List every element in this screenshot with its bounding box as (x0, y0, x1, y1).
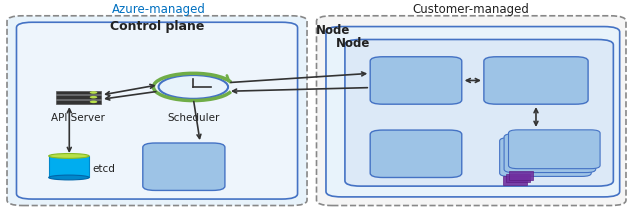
Bar (56, 91, 101, 94)
Text: Container
runtime: Container runtime (510, 70, 561, 91)
FancyBboxPatch shape (499, 138, 591, 176)
FancyBboxPatch shape (508, 130, 600, 169)
Circle shape (90, 96, 97, 99)
Text: Customer-managed: Customer-managed (413, 3, 530, 16)
Text: API Server: API Server (51, 113, 105, 123)
FancyBboxPatch shape (503, 176, 527, 185)
FancyBboxPatch shape (345, 39, 613, 186)
Circle shape (90, 100, 97, 103)
Text: kube-proxy: kube-proxy (387, 149, 445, 159)
Ellipse shape (49, 153, 89, 158)
FancyBboxPatch shape (316, 16, 626, 205)
Bar (56, 100, 101, 104)
Text: kubelet: kubelet (396, 76, 436, 85)
FancyBboxPatch shape (509, 171, 533, 180)
Text: Container: Container (533, 140, 584, 150)
Ellipse shape (49, 175, 89, 180)
Circle shape (159, 75, 228, 99)
FancyBboxPatch shape (370, 130, 461, 178)
Text: etcd: etcd (92, 164, 115, 174)
Bar (56, 95, 101, 99)
FancyBboxPatch shape (7, 16, 307, 205)
Text: Controller
manager: Controller manager (158, 156, 210, 178)
Text: Node: Node (336, 37, 370, 50)
Text: Scheduler: Scheduler (167, 113, 220, 123)
Text: Control plane: Control plane (110, 20, 204, 33)
FancyBboxPatch shape (326, 26, 620, 197)
FancyBboxPatch shape (506, 174, 530, 182)
FancyBboxPatch shape (484, 57, 588, 104)
FancyBboxPatch shape (143, 143, 225, 191)
Text: Node: Node (316, 24, 351, 37)
Circle shape (90, 91, 97, 94)
FancyBboxPatch shape (16, 22, 298, 199)
FancyBboxPatch shape (370, 57, 461, 104)
Text: Azure-managed: Azure-managed (111, 3, 206, 16)
FancyBboxPatch shape (504, 134, 596, 173)
Bar (49, 156, 89, 178)
